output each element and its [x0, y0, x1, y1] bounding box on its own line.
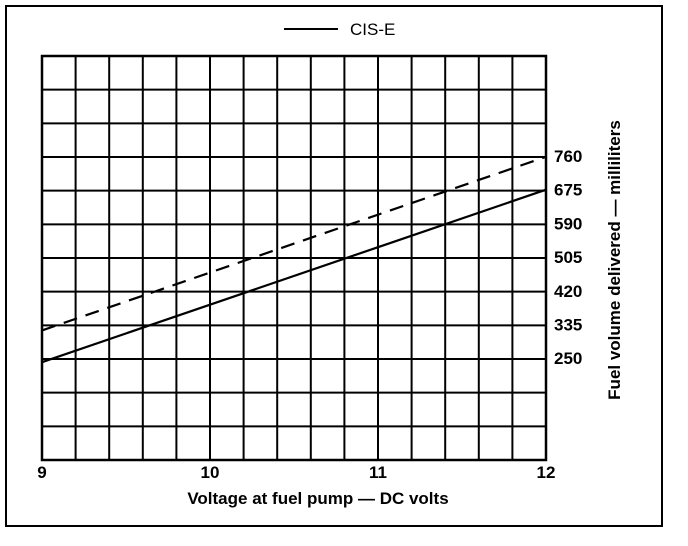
y-tick-label: 420	[554, 282, 582, 301]
y-tick-label: 760	[554, 147, 582, 166]
y-tick-label: 675	[554, 181, 582, 200]
x-tick-label: 11	[369, 463, 387, 482]
x-tick-labels: 9 10 11 12	[37, 463, 555, 482]
x-tick-label: 12	[537, 463, 556, 482]
y-tick-label: 335	[554, 316, 582, 335]
series-line-cis-e	[41, 188, 547, 364]
x-axis-title: Voltage at fuel pump — DC volts	[187, 489, 448, 508]
legend-label-cis-e: CIS-E	[350, 20, 395, 39]
x-tick-label: 9	[37, 463, 46, 482]
y-tick-label: 250	[554, 349, 582, 368]
series-line-dashed	[41, 155, 547, 332]
series-group	[41, 155, 547, 364]
y-tick-label: 590	[554, 214, 582, 233]
x-tick-label: 10	[201, 463, 220, 482]
chart-border	[5, 5, 663, 527]
y-tick-label: 505	[554, 248, 582, 267]
legend: CIS-E	[284, 20, 395, 39]
y-axis-title: Fuel volume delivered — milliliters	[605, 120, 624, 400]
y-tick-labels: 760 675 590 505 420 335 250	[554, 147, 582, 368]
grid	[40, 54, 548, 462]
